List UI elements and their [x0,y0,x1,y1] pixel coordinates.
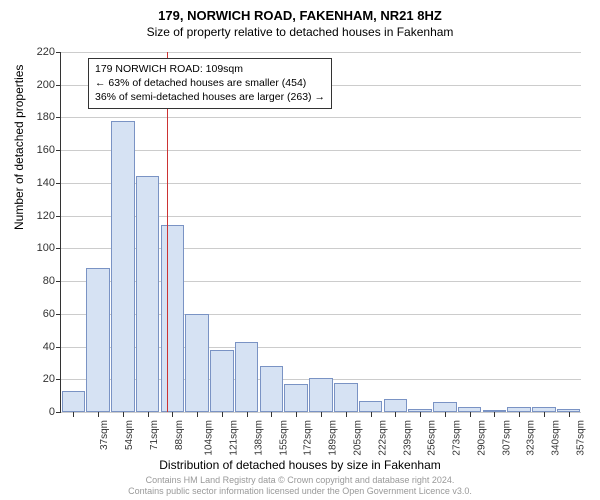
x-tick-mark [123,412,124,417]
x-tick-label: 104sqm [204,420,215,456]
x-tick-mark [271,412,272,417]
y-tick-label: 60 [25,308,55,320]
x-tick-mark [519,412,520,417]
y-tick-mark [56,52,61,53]
x-tick-mark [172,412,173,417]
y-tick-label: 0 [25,406,55,418]
histogram-bar [62,391,86,412]
histogram-bar [284,384,308,412]
y-tick-mark [56,412,61,413]
footer-text: Contains HM Land Registry data © Crown c… [0,475,600,498]
y-tick-mark [56,85,61,86]
x-tick-mark [544,412,545,417]
histogram-bar [111,121,135,412]
y-tick-mark [56,117,61,118]
grid-line [61,150,581,151]
y-tick-mark [56,281,61,282]
y-tick-mark [56,314,61,315]
annotation-line1: 179 NORWICH ROAD: 109sqm [95,62,325,76]
x-axis-label: Distribution of detached houses by size … [0,458,600,472]
y-tick-label: 120 [25,210,55,222]
histogram-bar [260,366,284,412]
x-tick-label: 222sqm [377,420,388,456]
annotation-line3: 36% of semi-detached houses are larger (… [95,90,325,104]
footer-line1: Contains HM Land Registry data © Crown c… [0,475,600,487]
x-tick-mark [395,412,396,417]
x-tick-mark [494,412,495,417]
grid-line [61,117,581,118]
y-tick-label: 160 [25,144,55,156]
histogram-bar [185,314,209,412]
x-tick-label: 155sqm [278,420,289,456]
annotation-box: 179 NORWICH ROAD: 109sqm ← 63% of detach… [88,58,332,109]
x-tick-label: 273sqm [452,420,463,456]
histogram-bar [334,383,358,412]
x-tick-mark [569,412,570,417]
annotation-line2: ← 63% of detached houses are smaller (45… [95,76,325,90]
grid-line [61,52,581,53]
histogram-bar [384,399,408,412]
x-tick-mark [148,412,149,417]
x-tick-label: 290sqm [476,420,487,456]
x-tick-mark [321,412,322,417]
histogram-bar [86,268,110,412]
y-tick-label: 40 [25,341,55,353]
x-tick-label: 37sqm [99,420,110,450]
histogram-bar [210,350,234,412]
x-tick-mark [470,412,471,417]
y-tick-label: 20 [25,373,55,385]
y-tick-label: 80 [25,275,55,287]
x-tick-label: 88sqm [174,420,185,450]
footer-line2: Contains public sector information licen… [0,486,600,498]
chart-container: 179, NORWICH ROAD, FAKENHAM, NR21 8HZ Si… [0,0,600,500]
histogram-bar [359,401,383,412]
x-tick-label: 307sqm [501,420,512,456]
x-tick-label: 256sqm [427,420,438,456]
y-axis-label: Number of detached properties [12,65,26,230]
histogram-bar [235,342,259,412]
x-tick-mark [420,412,421,417]
x-tick-mark [197,412,198,417]
x-tick-label: 357sqm [575,420,586,456]
y-tick-label: 220 [25,46,55,58]
y-tick-label: 140 [25,177,55,189]
x-tick-label: 340sqm [551,420,562,456]
x-tick-mark [296,412,297,417]
x-tick-mark [445,412,446,417]
x-tick-label: 205sqm [353,420,364,456]
y-tick-mark [56,216,61,217]
x-tick-label: 138sqm [254,420,265,456]
x-tick-mark [222,412,223,417]
x-tick-mark [346,412,347,417]
x-tick-mark [371,412,372,417]
y-tick-label: 200 [25,79,55,91]
x-tick-mark [98,412,99,417]
y-tick-label: 180 [25,111,55,123]
x-tick-mark [247,412,248,417]
y-tick-mark [56,150,61,151]
histogram-bar [433,402,457,412]
x-tick-label: 121sqm [229,420,240,456]
histogram-bar [309,378,333,412]
x-tick-label: 54sqm [124,420,135,450]
x-tick-label: 323sqm [526,420,537,456]
histogram-bar [161,225,185,412]
chart-title-main: 179, NORWICH ROAD, FAKENHAM, NR21 8HZ [0,0,600,23]
y-tick-mark [56,379,61,380]
x-tick-mark [73,412,74,417]
x-tick-label: 172sqm [303,420,314,456]
y-tick-label: 100 [25,242,55,254]
y-tick-mark [56,347,61,348]
x-tick-label: 239sqm [402,420,413,456]
x-tick-label: 189sqm [328,420,339,456]
histogram-bar [136,176,160,412]
y-tick-mark [56,183,61,184]
x-tick-label: 71sqm [149,420,160,450]
chart-title-sub: Size of property relative to detached ho… [0,25,600,39]
y-tick-mark [56,248,61,249]
